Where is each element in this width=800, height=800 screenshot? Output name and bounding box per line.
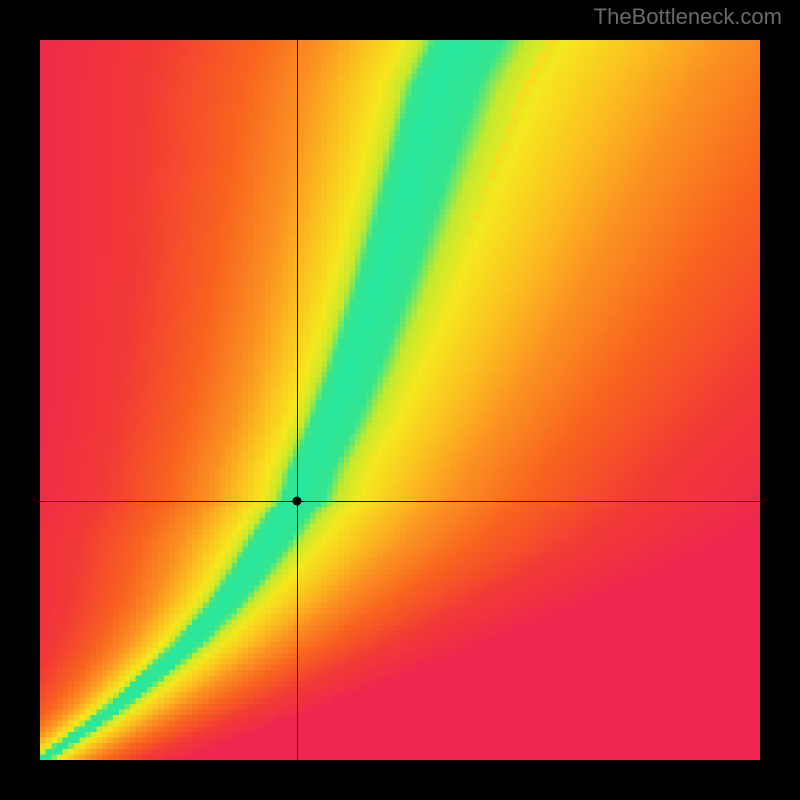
crosshair-dot — [293, 496, 302, 505]
crosshair-horizontal — [40, 501, 760, 502]
plot-area — [40, 40, 760, 760]
heatmap-canvas — [40, 40, 760, 760]
crosshair-vertical — [297, 40, 298, 760]
watermark-text: TheBottleneck.com — [594, 4, 782, 30]
